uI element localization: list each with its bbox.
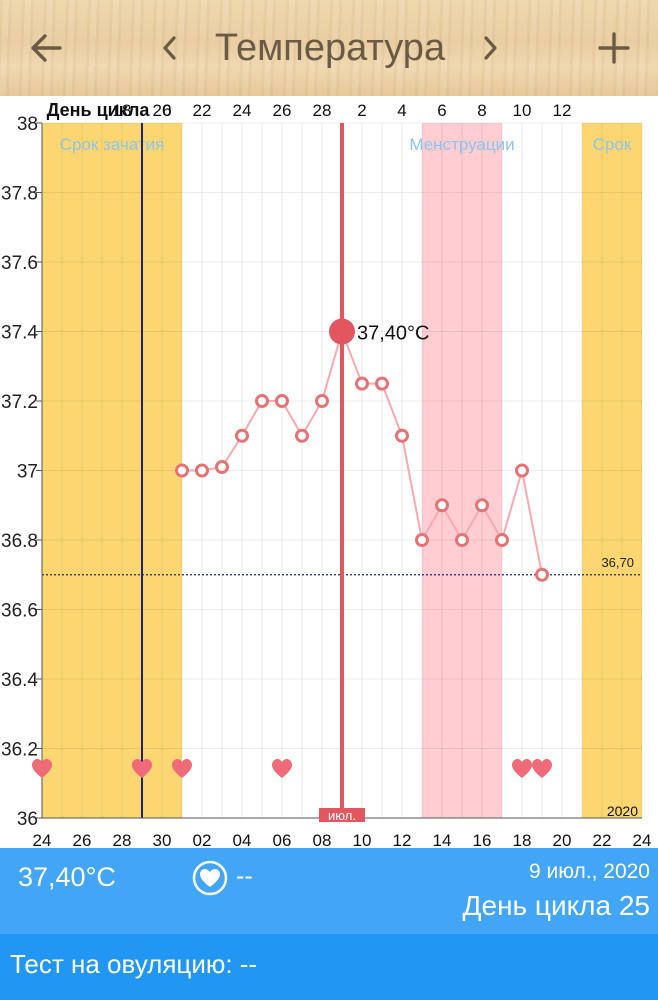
temperature-point[interactable] [355, 376, 369, 391]
cycle-day-tick-label: 26 [273, 101, 292, 120]
temperature-point[interactable] [475, 498, 489, 513]
intercourse-heart-icon [172, 759, 192, 778]
fertile-window-label: Срок зачатия [60, 135, 165, 154]
date-tick-label: 06 [273, 831, 292, 848]
y-tick-label: 37.2 [1, 392, 38, 413]
temperature-point[interactable] [375, 376, 389, 391]
date-tick-label: 18 [513, 831, 532, 848]
cycle-day-tick-label: 8 [477, 101, 486, 120]
temperature-point[interactable] [235, 428, 249, 443]
add-button[interactable] [590, 0, 638, 96]
arrow-left-icon [31, 34, 62, 62]
date-tick-label: 20 [553, 831, 572, 848]
y-tick-label: 36.6 [1, 601, 38, 622]
temperature-point[interactable] [215, 460, 229, 475]
ovulation-test-row[interactable]: Тест на овуляцию: -- [0, 934, 658, 1000]
intercourse-heart-icon [272, 759, 292, 778]
intercourse-button[interactable] [192, 860, 228, 896]
y-tick-label: 37.8 [1, 184, 38, 205]
chevron-left-icon [163, 36, 176, 60]
date-tick-label: 04 [233, 831, 252, 848]
temperature-point[interactable] [195, 463, 209, 478]
intercourse-heart-icon [32, 759, 52, 778]
cycle-day-tick-label: 24 [233, 101, 252, 120]
next-button[interactable] [470, 0, 510, 96]
year-label: 2020 [607, 803, 638, 819]
date-tick-label: 22 [593, 831, 612, 848]
menstruation-band [422, 123, 502, 818]
selected-temperature-label: 37,40°C [357, 323, 430, 345]
temperature-point[interactable] [415, 533, 429, 547]
cycle-day-tick-label: 2 [357, 101, 366, 120]
date-tick-label: 08 [313, 831, 332, 848]
temperature-point[interactable] [535, 567, 549, 582]
temperature-point[interactable] [255, 394, 269, 408]
date-tick-label: 26 [73, 831, 92, 848]
plus-icon [598, 32, 630, 64]
date-tick-label: 28 [113, 831, 132, 848]
cycle-day-axis-label: День цикла [47, 100, 151, 120]
selected-temperature-point[interactable] [329, 318, 355, 345]
chevron-right-icon [484, 36, 497, 60]
cycle-day-tick-label: 20 [153, 101, 172, 120]
temperature-point[interactable] [455, 533, 469, 547]
fertile-window-band [42, 123, 182, 818]
intercourse-heart-icon [532, 759, 552, 778]
intercourse-heart-icon [512, 759, 532, 778]
temperature-point[interactable] [395, 428, 409, 443]
menstruation-label: Менструации [409, 135, 514, 154]
intercourse-heart-icon [132, 759, 152, 778]
back-button[interactable] [18, 0, 74, 96]
temperature-point[interactable] [315, 394, 329, 408]
app-header: Температура [0, 0, 658, 96]
y-tick-label: 36.8 [1, 531, 38, 552]
date-tick-label: 14 [433, 831, 452, 848]
coverline-label: 36,70 [601, 555, 634, 570]
selected-temperature: 37,40°C [18, 862, 116, 892]
temperature-chart[interactable]: 36 36.2 36.4 36.6 36.8 37 37.2 37.4 37.6 37.8 38 Ср… [0, 96, 658, 848]
date-tick-label: 02 [193, 831, 212, 848]
month-badge [319, 808, 365, 822]
cycle-day-tick-label: 6 [437, 101, 446, 120]
fertile-window-band [582, 123, 642, 818]
y-tick-label: 37.4 [1, 323, 38, 344]
prev-button[interactable] [150, 0, 190, 96]
cycle-day: День цикла 25 [462, 890, 650, 921]
cycle-day-tick-label: 28 [313, 101, 332, 120]
month-label: июл. [328, 808, 356, 823]
page-title: Температура [214, 27, 446, 69]
y-tick-label: 36 [17, 809, 38, 830]
date-tick-label: 24 [633, 831, 652, 848]
info-bar: 37,40°C -- 9 июл., 2020 День цикла 25 [0, 848, 658, 934]
y-tick-label: 37 [17, 462, 38, 483]
cycle-day-tick-label: 10 [513, 101, 532, 120]
date-tick-label: 30 [153, 831, 172, 848]
selected-date: 9 июл., 2020 [528, 860, 650, 883]
cycle-day-tick-label: 18 [113, 101, 132, 120]
date-tick-label: 16 [473, 831, 492, 848]
temperature-point[interactable] [515, 463, 529, 478]
y-tick-label: 36.2 [1, 740, 38, 761]
temperature-point[interactable] [275, 394, 289, 408]
date-tick-label: 12 [393, 831, 412, 848]
date-tick-label: 24 [33, 831, 52, 848]
cycle-day-tick-label: 22 [193, 101, 212, 120]
fertile-window-label: Срок [593, 135, 632, 154]
cycle-day-tick-label: 6 [162, 101, 171, 120]
intercourse-value: -- [236, 862, 253, 890]
temperature-point[interactable] [495, 533, 509, 547]
cycle-day-tick-label: 4 [397, 101, 406, 120]
temperature-point[interactable] [175, 463, 189, 478]
temperature-point[interactable] [295, 428, 309, 443]
y-tick-label: 37.6 [1, 253, 38, 274]
temperature-point[interactable] [435, 498, 449, 513]
date-tick-label: 10 [353, 831, 372, 848]
y-tick-label: 38 [17, 114, 38, 135]
heart-icon [192, 860, 228, 896]
cycle-day-tick-label: 12 [553, 101, 572, 120]
y-tick-label: 36.4 [1, 670, 38, 691]
wood-texture [0, 0, 658, 96]
